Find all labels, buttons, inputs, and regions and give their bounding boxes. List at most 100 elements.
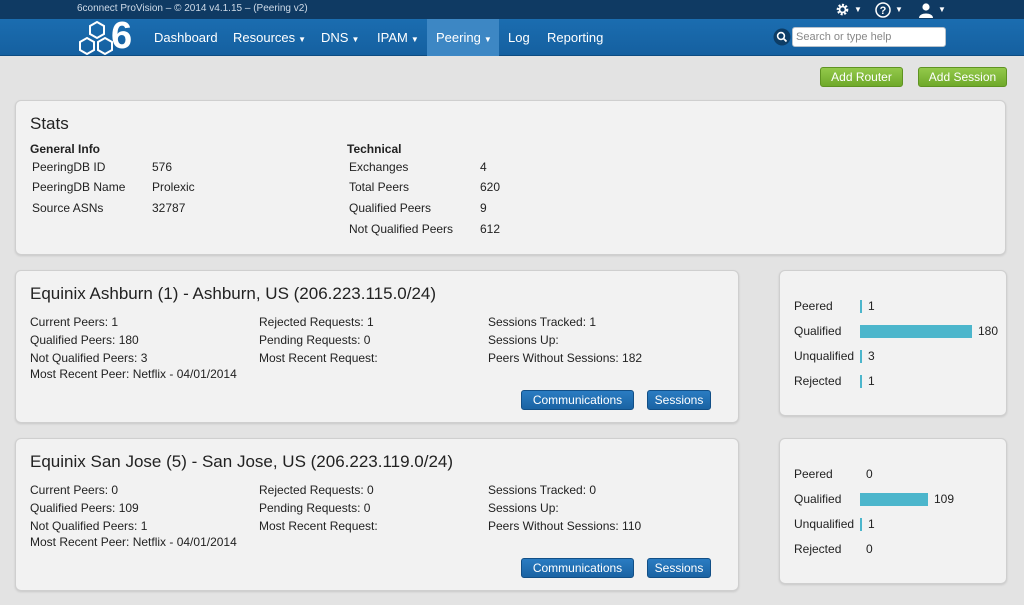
chevron-down-icon: ▼ — [298, 35, 307, 44]
exchange-stat: Most Recent Peer: Netflix - 04/01/2014 — [30, 535, 237, 549]
exchange-stat: Most Recent Request: — [259, 351, 378, 365]
search-input[interactable] — [792, 27, 946, 47]
chevron-down-icon: ▼ — [938, 5, 946, 14]
stat-label: Exchanges — [349, 160, 409, 174]
chart-label-peered: Peered — [794, 299, 833, 313]
logo[interactable]: 6 — [75, 16, 137, 56]
exchange-stat: Not Qualified Peers: 1 — [30, 519, 148, 533]
nav-resources-label: Resources — [233, 30, 296, 45]
chevron-down-icon: ▼ — [410, 35, 419, 44]
user-menu[interactable]: ▼ — [918, 0, 946, 19]
exchange-panel-ashburn: Equinix Ashburn (1) - Ashburn, US (206.2… — [15, 270, 739, 423]
chart-bar-unqualified — [860, 350, 862, 363]
chart-value-rejected: 1 — [868, 374, 875, 388]
add-session-button[interactable]: Add Session — [918, 67, 1007, 87]
stat-value: 9 — [480, 201, 487, 215]
chart-bar-unqualified — [860, 518, 862, 531]
chart-label-qualified: Qualified — [794, 492, 842, 506]
nav-ipam[interactable]: IPAM ▼ — [368, 19, 428, 56]
nav-dashboard-label: Dashboard — [154, 30, 218, 45]
chart-value-peered: 0 — [866, 467, 873, 481]
exchange-stat: Pending Requests: 0 — [259, 333, 371, 347]
chevron-down-icon: ▼ — [351, 35, 360, 44]
stats-title: Stats — [30, 114, 69, 133]
stat-label: PeeringDB Name — [32, 180, 126, 194]
user-icon — [919, 2, 933, 18]
chart-bar-qualified — [860, 493, 928, 506]
search-icon[interactable] — [773, 28, 791, 46]
chevron-down-icon: ▼ — [854, 5, 862, 14]
nav-reporting[interactable]: Reporting — [538, 19, 612, 56]
technical-heading: Technical — [347, 142, 402, 156]
general-info-heading: General Info — [30, 142, 101, 156]
chart-label-unqualified: Unqualified — [794, 349, 855, 363]
stat-value: Prolexic — [152, 180, 195, 194]
stat-value: 612 — [480, 222, 501, 236]
communications-button[interactable]: Communications — [521, 558, 634, 578]
chart-value-peered: 1 — [868, 299, 875, 313]
nav-peering[interactable]: Peering ▼ — [427, 19, 499, 56]
chart-label-rejected: Rejected — [794, 542, 842, 556]
chevron-down-icon: ▼ — [895, 5, 903, 14]
chart-bar-rejected — [860, 375, 862, 388]
nav-log[interactable]: Log — [499, 19, 539, 56]
chart-label-unqualified: Unqualified — [794, 517, 855, 531]
chart-value-unqualified: 3 — [868, 349, 875, 363]
chart-bar-qualified — [860, 325, 972, 338]
nav-dashboard[interactable]: Dashboard — [145, 19, 227, 56]
stat-value: 4 — [480, 160, 487, 174]
main-navbar: 6 Dashboard Resources ▼ DNS ▼ IPAM ▼ Peerin… — [0, 16, 1024, 56]
stat-label: Qualified Peers — [349, 201, 432, 215]
logo-hexagons-icon — [79, 21, 113, 55]
nav-resources[interactable]: Resources ▼ — [224, 19, 315, 56]
nav-reporting-label: Reporting — [547, 30, 604, 45]
chart-value-unqualified: 1 — [868, 517, 875, 531]
app-title: 6connect ProVision – © 2014 v4.1.15 – (P… — [77, 3, 308, 14]
sessions-button[interactable]: Sessions — [647, 390, 711, 410]
exchange-stat: Pending Requests: 0 — [259, 501, 371, 515]
stat-label: Total Peers — [349, 180, 410, 194]
exchange-stat: Rejected Requests: 1 — [259, 315, 374, 329]
top-bar: 6connect ProVision – © 2014 v4.1.15 – (P… — [0, 0, 1024, 19]
question-circle-icon: ? — [875, 1, 891, 18]
chart-value-qualified: 180 — [978, 324, 999, 338]
exchange-stat: Rejected Requests: 0 — [259, 483, 374, 497]
nav-peering-label: Peering — [436, 30, 481, 45]
exchange-stat: Peers Without Sessions: 110 — [488, 519, 642, 533]
gear-icon — [836, 3, 849, 16]
settings-menu[interactable]: ▼ — [835, 0, 862, 19]
exchange-stat: Qualified Peers: 180 — [30, 333, 139, 347]
chart-value-qualified: 109 — [934, 492, 955, 506]
chart-value-rejected: 0 — [866, 542, 873, 556]
chart-bar-peered — [860, 300, 862, 313]
exchange-stat: Current Peers: 0 — [30, 483, 119, 497]
chart-label-qualified: Qualified — [794, 324, 842, 338]
nav-dns[interactable]: DNS ▼ — [312, 19, 368, 56]
nav-log-label: Log — [508, 30, 530, 45]
chart-label-rejected: Rejected — [794, 374, 842, 388]
logo-text: 6 — [111, 15, 133, 57]
nav-dns-label: DNS — [321, 30, 349, 45]
exchange-title: Equinix Ashburn (1) - Ashburn, US (206.2… — [30, 284, 437, 303]
nav-ipam-label: IPAM — [377, 30, 408, 45]
exchange-stat: Most Recent Request: — [259, 519, 378, 533]
exchange-panel-san-jose: Equinix San Jose (5) - San Jose, US (206… — [15, 438, 739, 591]
exchange-stat: Qualified Peers: 109 — [30, 501, 139, 515]
exchange-stat: Sessions Tracked: 0 — [488, 483, 597, 497]
exchange-title: Equinix San Jose (5) - San Jose, US (206… — [30, 452, 454, 471]
exchange-stat: Most Recent Peer: Netflix - 04/01/2014 — [30, 367, 237, 381]
help-menu[interactable]: ? ▼ — [875, 0, 903, 19]
chevron-down-icon: ▼ — [483, 35, 492, 44]
sessions-button[interactable]: Sessions — [647, 558, 711, 578]
exchange-stat: Current Peers: 1 — [30, 315, 119, 329]
exchange-stat: Sessions Tracked: 1 — [488, 315, 597, 329]
stat-label: PeeringDB ID — [32, 160, 106, 174]
stat-value: 32787 — [152, 201, 186, 215]
exchange-stat: Peers Without Sessions: 182 — [488, 351, 643, 365]
stat-value: 620 — [480, 180, 501, 194]
exchange-stat: Sessions Up: — [488, 333, 559, 347]
peer-status-chart-san-jose: Peered 0 Qualified 109 Unqualified 1 Rejected 0 — [779, 438, 1007, 584]
stats-panel: Stats General Info PeeringDB ID 576 Peer… — [15, 100, 1006, 255]
add-router-button[interactable]: Add Router — [820, 67, 903, 87]
communications-button[interactable]: Communications — [521, 390, 634, 410]
